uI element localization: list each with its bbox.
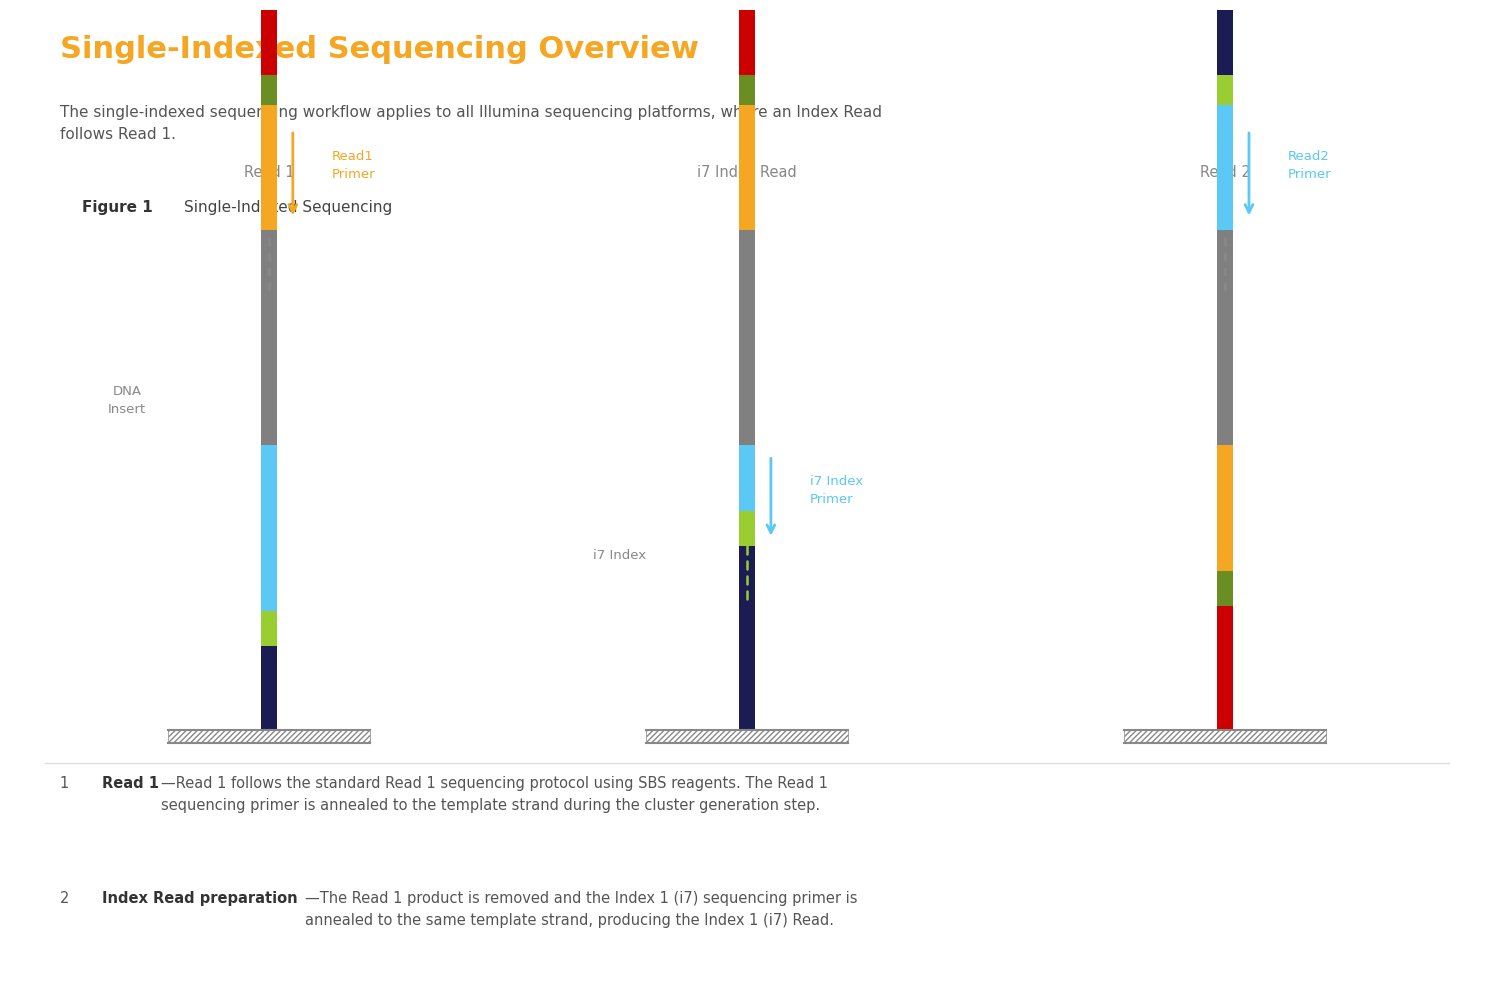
Bar (1216, 75, 1234, 105)
Bar (260, 105, 278, 230)
Bar (738, 10, 754, 75)
Text: i7 Index
Primer: i7 Index Primer (810, 475, 864, 506)
Bar (1123, 730, 1327, 743)
Text: The single-indexed sequencing workflow applies to all Illumina sequencing platfo: The single-indexed sequencing workflow a… (60, 105, 881, 142)
Bar (260, 75, 278, 105)
Text: Single-Indexed Sequencing Overview: Single-Indexed Sequencing Overview (60, 35, 699, 64)
Text: 2: 2 (60, 891, 69, 906)
Bar (260, 10, 278, 75)
Bar (1216, 445, 1234, 571)
Bar (1216, 606, 1234, 731)
Text: Read 1: Read 1 (102, 776, 158, 791)
Bar (645, 730, 849, 743)
Text: Index Read preparation: Index Read preparation (102, 891, 297, 906)
Bar (167, 730, 369, 743)
Bar (260, 646, 278, 731)
Bar (260, 445, 278, 611)
Text: Figure 1: Figure 1 (82, 200, 152, 215)
Bar (260, 230, 278, 445)
Text: i7 Index Read: i7 Index Read (698, 165, 796, 180)
Text: Read 2: Read 2 (1200, 165, 1250, 180)
Text: —The Read 1 product is removed and the Index 1 (i7) sequencing primer is
anneale: —The Read 1 product is removed and the I… (305, 891, 858, 928)
Bar (1216, 571, 1234, 606)
Text: —Read 1 follows the standard Read 1 sequencing protocol using SBS reagents. The : —Read 1 follows the standard Read 1 sequ… (161, 776, 828, 813)
Text: DNA
Insert: DNA Insert (108, 385, 146, 415)
Bar (738, 75, 754, 105)
Bar (1216, 10, 1234, 75)
Text: Read2
Primer: Read2 Primer (1288, 150, 1331, 180)
Text: Read 1: Read 1 (244, 165, 294, 180)
Bar (738, 546, 754, 731)
Text: Single-Indexed Sequencing: Single-Indexed Sequencing (184, 200, 391, 215)
Bar (738, 105, 754, 230)
Bar (738, 445, 754, 511)
Text: Read1
Primer: Read1 Primer (332, 150, 375, 180)
Text: i7 Index: i7 Index (593, 550, 647, 562)
Bar (260, 611, 278, 646)
Bar (738, 511, 754, 546)
Text: 1: 1 (60, 776, 69, 791)
Bar (1216, 230, 1234, 445)
Bar (738, 230, 754, 445)
Bar (1216, 105, 1234, 230)
